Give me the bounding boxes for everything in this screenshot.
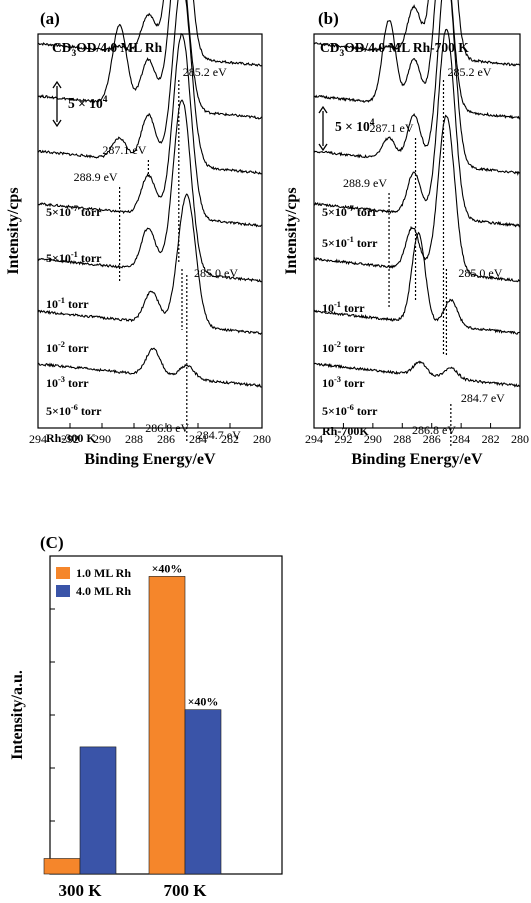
x-tick-label: 292 [61,432,79,446]
scale-bar-label: 5 × 104 [68,95,108,111]
peak-annotation: 285.2 eV [183,65,227,79]
peak-annotation: 288.9 eV [74,170,118,184]
x-tick-label: 282 [221,432,239,446]
x-tick-label: 290 [364,432,382,446]
x-tick-label: 288 [393,432,411,446]
scale-bar-arrow-up [318,105,328,114]
plot-frame [37,33,263,429]
peak-annotation: 285.0 eV [458,266,502,280]
peak-annotation: 285.2 eV [447,65,491,79]
scale-bar-arrow-down [318,143,328,152]
spectrum-line [37,0,263,175]
bar [79,746,117,875]
peak-annotation: 284.7 eV [461,391,505,405]
peak-annotation: 286.8 eV [412,423,456,437]
x-tick-label: 280 [253,432,271,446]
y-axis-label: Intensity/cps [5,187,22,274]
x-tick-label: 294 [29,432,47,446]
spectrum-line [37,0,263,67]
bar-panel-c: (C) Intensity/a.u. ×40% ×40% 300 K 700 K 1.0 M… [9,533,283,900]
spectrum-line [313,0,520,67]
scale-bar-label: 5 × 104 [335,118,375,134]
spectrum-line [37,0,263,120]
x-tick-label: 294 [305,432,323,446]
peak-annotation: 284.7 eV [197,428,241,442]
legend-label: 4.0 ML Rh [76,584,131,598]
y-axis-label: Intensity/cps [283,187,300,274]
x-tick-label: 284 [189,432,207,446]
series-label: Rh-700K [322,424,369,438]
spectrum-line [313,0,520,120]
bar-label: ×40% [152,561,183,575]
panel-label: (C) [40,533,64,552]
series-label: 10-1 torr [46,296,89,311]
x-tick-label: 286 [157,432,175,446]
legend-label: 1.0 ML Rh [76,566,131,580]
x-tick-label: 292 [334,432,352,446]
spectrum-line [313,231,521,335]
x-tick-label: 290 [93,432,111,446]
series-label: 10-3 torr [46,375,89,390]
x-tick-label: 282 [482,432,500,446]
peak-annotation: 287.1 eV [370,121,414,135]
x-tick-label: 284 [452,432,470,446]
bar [184,709,222,875]
panel-label: (a) [40,9,60,28]
x-category-label: 700 K [164,881,208,900]
bar [148,576,186,875]
legend-swatch [56,567,70,579]
x-tick-label: 288 [125,432,143,446]
scale-bar-arrow-up [52,80,62,89]
series-label: 10-3 torr [322,375,365,390]
panel-label: (b) [318,9,339,28]
series-label: 5×10-6 torr [322,403,378,418]
scale-bar-arrow-down [52,119,62,128]
spectrum-line [313,28,521,228]
spectrum-line [37,99,263,283]
x-axis-label: Binding Energy/eV [351,451,483,468]
series-label: 10-2 torr [322,340,365,355]
legend-swatch [56,585,70,597]
bar [43,858,81,875]
series-label: Rh-300 K [46,431,96,445]
peak-annotation: 286.8 eV [145,421,189,435]
spectrum-line [37,32,263,228]
x-tick-label: 286 [423,432,441,446]
peak-annotation: 285.0 eV [194,266,238,280]
series-label: 5×10-6 torr [46,403,102,418]
spectrum-line [313,360,521,388]
series-label: 10-1 torr [322,300,365,315]
spectrum-line [37,193,263,335]
x-axis-label: Binding Energy/eV [84,451,216,468]
series-label: 10-2 torr [46,340,89,355]
spectrum-line [313,0,520,176]
plot-frame [313,33,521,429]
bar-label: ×40% [188,695,219,709]
peak-annotation: 287.1 eV [102,143,146,157]
series-label: 5×10-1 torr [322,235,378,250]
panel-title: CD3OD/4.0 ML Rh [52,40,163,59]
series-label: 5×10-1 torr [46,250,102,265]
y-axis-label: Intensity/a.u. [9,670,26,760]
x-category-label: 300 K [59,881,103,900]
spectrum-line [37,347,263,388]
peak-annotation: 288.9 eV [343,176,387,190]
spectrum-line [313,114,521,283]
x-tick-label: 280 [511,432,529,446]
